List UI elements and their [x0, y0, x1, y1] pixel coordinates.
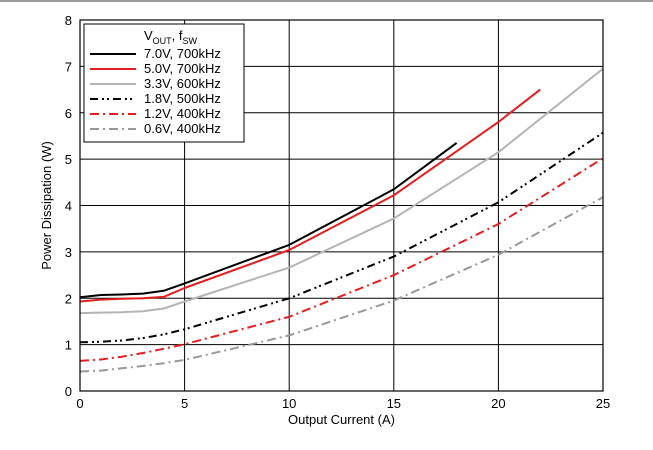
x-tick-label: 25	[596, 396, 610, 411]
x-tick-label: 5	[181, 396, 188, 411]
y-tick-label: 3	[65, 245, 72, 260]
y-tick-label: 7	[65, 59, 72, 74]
y-tick-label: 4	[65, 199, 72, 214]
y-tick-label: 6	[65, 106, 72, 121]
y-tick-label: 8	[65, 13, 72, 28]
top-divider	[0, 0, 653, 2]
legend-title-sub1: OUT	[153, 36, 173, 46]
legend-entry-label: 1.2V, 400kHz	[144, 106, 221, 121]
y-tick-label: 0	[65, 384, 72, 399]
series-line-5	[80, 158, 603, 361]
x-tick-label: 20	[491, 396, 505, 411]
legend-entry-label: 7.0V, 700kHz	[144, 46, 221, 61]
legend-title-sub2: SW	[183, 36, 198, 46]
legend-title-mid: , f	[172, 28, 183, 43]
x-axis-label: Output Current (A)	[288, 412, 395, 427]
y-axis-label: Power Dissipation (W)	[39, 141, 54, 270]
y-tick-label: 2	[65, 291, 72, 306]
legend-title-main: V	[144, 28, 153, 43]
legend-entry-label: 3.3V, 600kHz	[144, 76, 221, 91]
legend-entry-label: 5.0V, 700kHz	[144, 61, 221, 76]
y-tick-label: 1	[65, 338, 72, 353]
legend-entry-label: 0.6V, 400kHz	[144, 121, 221, 136]
y-tick-label: 5	[65, 152, 72, 167]
series-line-4	[80, 133, 603, 343]
x-tick-label: 10	[282, 396, 296, 411]
legend-entry-label: 1.8V, 500kHz	[144, 91, 221, 106]
x-tick-label: 0	[76, 396, 83, 411]
x-tick-label: 15	[387, 396, 401, 411]
